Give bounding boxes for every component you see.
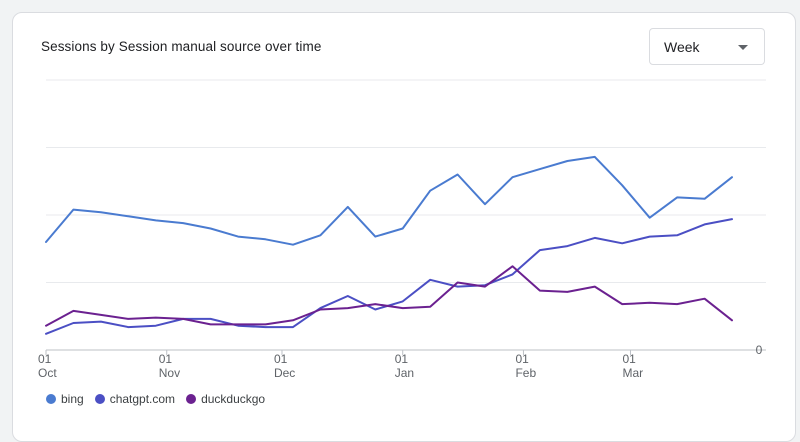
legend-color-dot [94,394,105,404]
chart-title: Sessions by Session manual source over t… [41,39,322,54]
legend-item[interactable]: duckduckgo [186,392,265,406]
legend-label: chatgpt.com [109,392,176,406]
legend-item[interactable]: bing [46,392,84,406]
legend-color-dot [186,394,197,404]
x-tick-month: Oct [38,366,57,380]
x-tick-day: 01 [515,352,529,366]
x-tick-month: Jan [395,366,414,380]
legend-label: duckduckgo [201,392,266,406]
x-tick-day: 01 [622,352,636,366]
caret-down-icon [738,45,748,50]
x-tick-month: Dec [274,366,295,380]
legend-item[interactable]: chatgpt.com [94,392,176,406]
chart-legend: bing chatgpt.com duckduckgo [46,392,276,406]
x-tick-day: 01 [395,352,409,366]
legend-color-dot [46,394,56,404]
series-line-duckduckgo [45,265,733,327]
x-tick-month: Feb [515,366,536,380]
x-tick-day: 01 [274,352,288,366]
legend-label: bing [61,392,84,406]
x-tick-month: Mar [622,366,643,380]
period-select-value: Week [664,39,700,55]
series-line-bing [45,155,733,246]
period-select[interactable]: Week [649,28,765,65]
x-tick-day: 01 [38,352,52,366]
x-tick-day: 01 [159,352,173,366]
y-tick-label: 0 [756,343,763,357]
series-line-chatgpt-com [45,218,733,335]
x-tick-month: Nov [159,366,180,380]
